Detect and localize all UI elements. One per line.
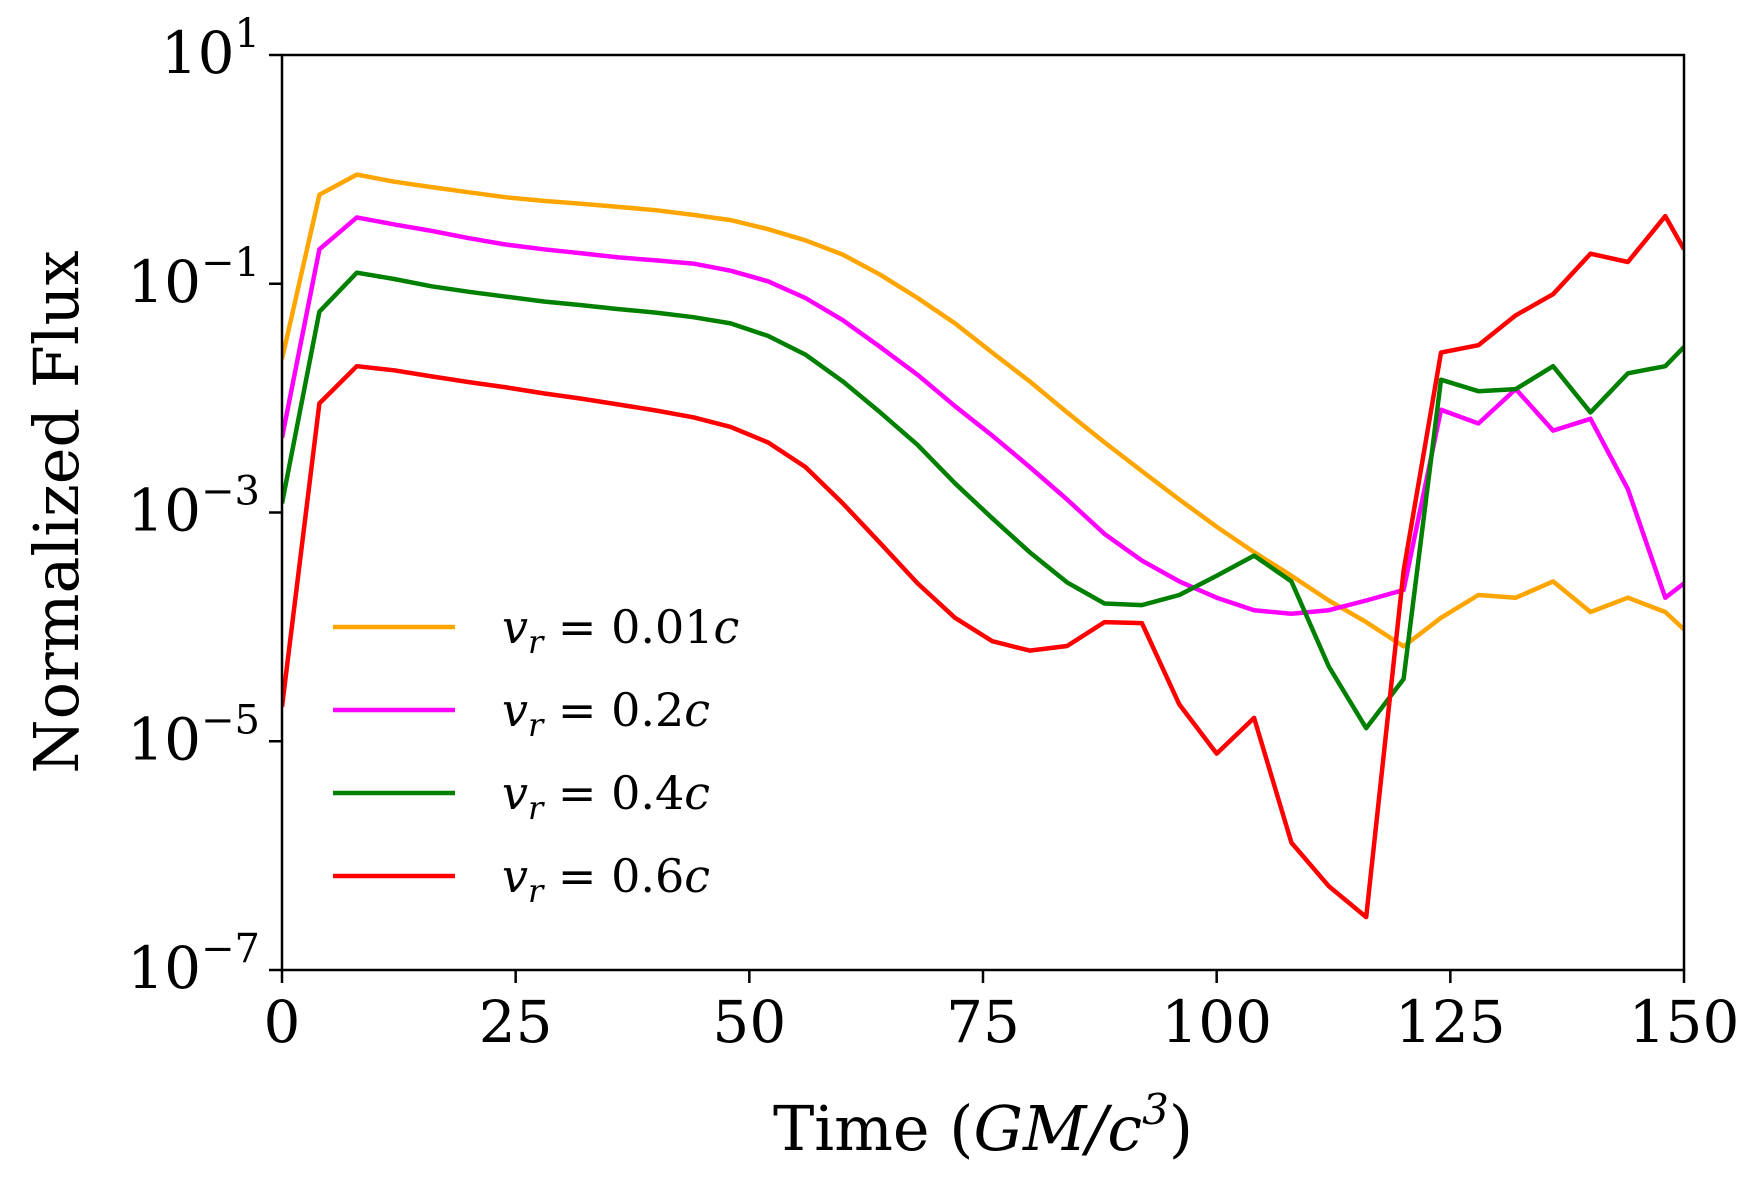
legend-label: vr = 0.4c	[502, 766, 710, 827]
x-axis: 0 25 50 75 100 125 150	[264, 970, 1740, 1056]
x-tick-label: 0	[264, 988, 301, 1056]
series-line-2	[282, 215, 1684, 617]
legend-label: vr = 0.2c	[502, 683, 710, 744]
series-line-4	[282, 213, 1684, 920]
x-tick-label: 125	[1395, 988, 1506, 1056]
y-tick-label: 10−7	[127, 926, 260, 1002]
x-tick-label: 25	[479, 988, 553, 1056]
series-line-1	[282, 172, 1684, 649]
y-tick-label: 10−5	[127, 697, 260, 773]
x-tick-label: 100	[1161, 988, 1272, 1056]
legend-label: vr = 0.6c	[502, 849, 710, 910]
x-tick-label: 75	[946, 988, 1020, 1056]
series-lines	[282, 172, 1684, 920]
y-axis-title: Normalized Flux	[20, 250, 93, 773]
y-tick-label: 101	[161, 11, 260, 87]
y-tick-label: 10−1	[127, 240, 260, 316]
x-tick-label: 150	[1629, 988, 1740, 1056]
y-axis: 101 10−1 10−3 10−5 10−7	[127, 11, 282, 1002]
x-axis-title: Time (GM/c3)	[773, 1085, 1193, 1165]
x-tick-label: 50	[712, 988, 786, 1056]
legend: vr = 0.01c vr = 0.2c vr = 0.4c vr = 0.6c	[333, 600, 739, 910]
y-tick-label: 10−3	[127, 469, 260, 545]
legend-label: vr = 0.01c	[502, 600, 739, 661]
series-line-3	[282, 270, 1684, 731]
